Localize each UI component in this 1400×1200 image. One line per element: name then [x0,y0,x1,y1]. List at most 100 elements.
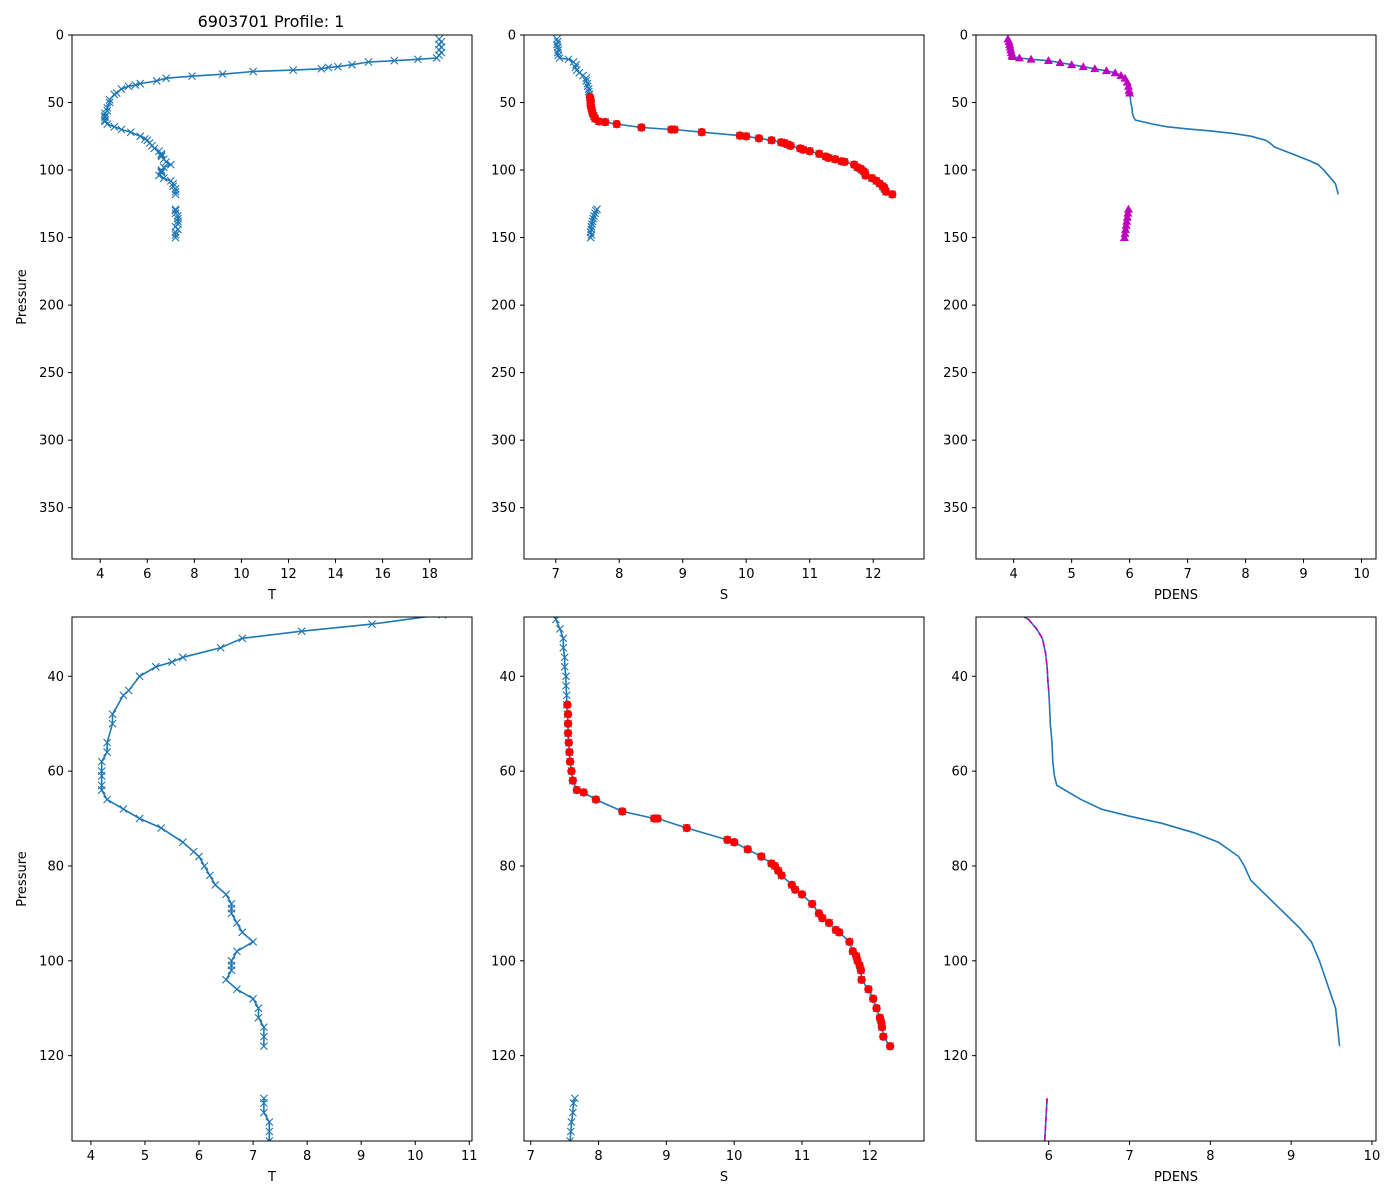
marker-magenta-triangle-top-right [1043,56,1053,65]
marker-magenta-triangle-top-right [1101,66,1111,75]
axes-frame-top-right [975,34,1377,560]
y-tick-label-top-right: 100 [943,164,968,179]
marker-red-dot-top-middle [601,117,610,127]
x-axis-label-top-right: PDENS [1154,588,1198,603]
marker-x-T-bottom-left [297,627,306,636]
x-tick-label-bottom-left: 7 [249,1149,257,1164]
marker-red-dot-bottom-middle [563,719,573,728]
marker-red-dot-top-middle [735,131,745,140]
marker-x-T-bottom-left [254,1004,263,1013]
marker-x-S-bottom-middle [560,653,569,662]
marker-red-dot-bottom-middle [563,700,572,709]
marker-x-S-bottom-middle [559,634,568,643]
y-tick-label-top-right: 300 [943,434,968,449]
marker-red-dot-bottom-middle [857,975,866,984]
x-tick-label-top-right: 10 [1353,567,1370,582]
marker-magenta-triangle-top-right [1123,208,1133,217]
marker-x-T-top-left [348,60,356,69]
marker-x-T-bottom-left [265,1118,274,1127]
y-tick-label-top-middle: 100 [491,164,516,179]
marker-red-dot-top-middle [767,136,776,145]
marker-magenta-triangle-top-right [1119,233,1129,241]
marker-x-T-top-left [390,56,399,65]
x-tick-label-bottom-middle: 10 [726,1149,743,1164]
y-tick-label-bottom-right: 40 [951,670,968,685]
x-tick-label-bottom-middle: 11 [794,1149,811,1164]
x-tick-label-top-left: 16 [374,567,391,582]
x-tick-label-top-left: 8 [190,567,198,582]
marker-x-T-bottom-left [103,738,112,747]
marker-x-T-top-left [171,187,180,196]
x-tick-label-top-middle: 11 [801,567,818,582]
x-tick-label-bottom-middle: 8 [594,1149,602,1164]
marker-x-T-top-left [131,80,140,89]
y-tick-label-bottom-right: 100 [943,954,968,969]
marker-magenta-triangle-top-right [1122,216,1132,225]
marker-x-T-top-left [413,55,422,64]
marker-x-T-bottom-left [205,871,214,880]
marker-red-dot-bottom-middle [723,835,732,845]
marker-red-dot-bottom-middle [565,757,575,766]
marker-magenta-triangle-top-right [1123,81,1133,90]
marker-red-dot-top-middle [805,146,814,156]
marker-x-T-bottom-left [254,1013,263,1022]
marker-x-T-bottom-left [232,985,241,994]
x-tick-label-top-right: 6 [1125,567,1133,582]
y-tick-label-top-left: 300 [39,434,64,449]
plot-area-top-left [100,35,446,242]
x-tick-label-top-left: 10 [233,567,250,582]
marker-magenta-triangle-top-right [1078,62,1088,71]
x-tick-label-top-left: 4 [96,567,104,582]
marker-x-T-top-left [159,174,168,183]
x-tick-label-top-left: 14 [327,567,344,582]
marker-x-T-bottom-left [119,691,128,700]
marker-red-dot-bottom-middle [824,918,834,928]
y-tick-label-bottom-middle: 120 [491,1049,516,1064]
marker-x-T-bottom-left [178,653,187,662]
x-tick-label-top-middle: 8 [615,567,623,582]
marker-x-T-top-left [103,120,112,129]
marker-x-T-top-left [105,95,114,104]
marker-x-T-top-left [317,64,326,73]
x-tick-label-bottom-left: 11 [461,1149,478,1164]
marker-magenta-triangle-top-right [1110,68,1120,77]
axes-frame-bottom-left [71,616,473,1142]
marker-x-T-top-left [157,149,166,158]
y-tick-label-top-left: 200 [39,299,64,314]
marker-x-T-bottom-left [103,795,112,804]
y-tick-label-bottom-right: 60 [951,765,968,780]
marker-magenta-triangle-top-right [1121,224,1131,233]
figure-title: 6903701 Profile: 1 [198,12,345,31]
marker-x-T-top-left [218,70,227,79]
marker-red-dot-bottom-middle [877,1022,887,1032]
y-tick-label-top-middle: 250 [491,366,516,381]
plot-area-top-right [1003,35,1340,241]
marker-x-T-bottom-left [97,771,106,780]
marker-x-T-top-left [162,74,171,83]
y-tick-label-top-middle: 150 [491,231,516,246]
marker-red-dot-bottom-middle [790,885,800,894]
x-tick-label-top-left: 12 [280,567,297,582]
marker-x-T-bottom-left [222,975,231,984]
marker-red-dot-top-middle [840,157,849,167]
y-tick-label-top-left: 50 [47,96,64,111]
plot-area-top-middle [553,35,897,242]
marker-red-dot-bottom-middle [682,823,691,833]
x-tick-label-top-left: 6 [143,567,151,582]
y-tick-label-top-right: 250 [943,366,968,381]
marker-red-dot-top-middle [799,145,808,154]
marker-x-T-bottom-left [259,1099,268,1108]
x-axis-label-bottom-middle: S [720,1170,728,1185]
x-axis-label-top-left: T [267,588,276,603]
x-tick-label-bottom-left: 4 [87,1149,95,1164]
marker-x-T-bottom-left [178,838,187,847]
marker-x-S-bottom-middle [568,1108,577,1117]
marker-x-T-bottom-left [216,643,225,652]
y-tick-label-bottom-left: 40 [47,670,64,685]
x-tick-label-bottom-right: 10 [1364,1149,1381,1164]
marker-x-T-bottom-left [157,824,166,833]
x-axis-label-bottom-left: T [267,1170,276,1185]
marker-x-T-bottom-left [97,757,106,766]
